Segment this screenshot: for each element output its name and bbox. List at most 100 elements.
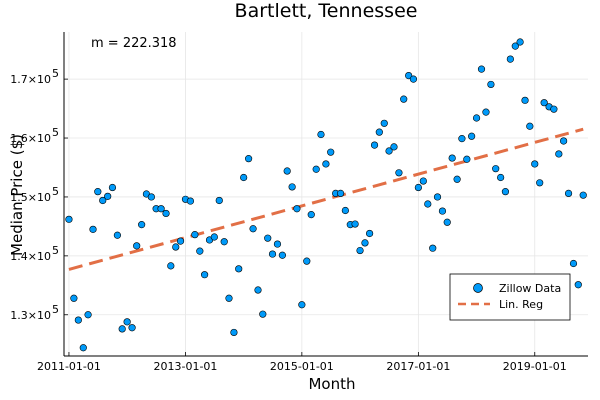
data-point bbox=[298, 301, 306, 309]
data-point bbox=[201, 271, 209, 279]
data-point bbox=[157, 205, 165, 213]
data-point bbox=[317, 130, 325, 139]
data-point bbox=[497, 173, 505, 182]
data-point bbox=[531, 160, 539, 168]
data-point bbox=[172, 243, 180, 251]
data-point bbox=[501, 188, 510, 196]
data-point bbox=[366, 229, 374, 238]
data-point bbox=[390, 143, 398, 151]
data-point bbox=[264, 234, 272, 242]
data-point bbox=[380, 119, 388, 127]
data-point bbox=[463, 155, 471, 163]
data-point bbox=[492, 165, 500, 173]
y-axis-title: Median Price ($) bbox=[8, 134, 26, 256]
data-point bbox=[196, 247, 204, 255]
data-point bbox=[453, 175, 461, 183]
data-point bbox=[186, 197, 195, 205]
data-point bbox=[322, 160, 330, 168]
slope-annotation: m = 222.318 bbox=[91, 36, 177, 51]
data-point bbox=[574, 281, 582, 289]
data-point bbox=[240, 173, 248, 182]
data-point bbox=[560, 137, 568, 145]
regression-line-layer bbox=[68, 127, 584, 271]
data-point bbox=[118, 325, 126, 333]
data-point bbox=[361, 239, 369, 247]
data-point bbox=[293, 205, 301, 213]
data-point bbox=[303, 257, 311, 265]
data-point bbox=[356, 246, 364, 255]
data-point bbox=[220, 238, 228, 246]
data-point bbox=[409, 75, 418, 83]
data-point bbox=[482, 108, 490, 116]
data-point bbox=[370, 141, 379, 149]
y-tick-exponent: 5 bbox=[52, 126, 59, 139]
x-tick-label: 2019-01-01 bbox=[503, 360, 567, 373]
data-point bbox=[487, 80, 495, 89]
data-point bbox=[108, 183, 117, 192]
data-point bbox=[79, 344, 87, 352]
data-point bbox=[385, 147, 393, 155]
axes: 2011-01-01 2013-01-01 2015-01-01 2017-01-01… bbox=[10, 32, 588, 373]
data-point bbox=[215, 196, 223, 205]
data-point bbox=[128, 324, 136, 332]
data-point bbox=[104, 192, 112, 200]
data-point bbox=[375, 128, 383, 136]
data-point bbox=[138, 221, 146, 229]
data-point bbox=[472, 114, 481, 122]
data-point bbox=[521, 96, 529, 104]
data-point bbox=[429, 244, 437, 252]
data-point bbox=[147, 193, 155, 201]
legend: Zillow Data Lin. Reg bbox=[449, 273, 571, 321]
data-point bbox=[259, 310, 267, 318]
data-point bbox=[225, 294, 233, 302]
x-tick-label: 2015-01-01 bbox=[270, 360, 334, 373]
legend-box bbox=[449, 273, 571, 321]
data-point bbox=[94, 188, 102, 196]
data-point bbox=[273, 240, 282, 248]
data-point bbox=[210, 233, 218, 241]
y-tick-label: 1.5×10 bbox=[10, 191, 51, 204]
data-point bbox=[419, 177, 427, 185]
y-tick-exponent: 5 bbox=[52, 244, 59, 257]
data-point bbox=[395, 169, 403, 177]
regression-line bbox=[68, 127, 584, 271]
data-point bbox=[526, 122, 534, 130]
data-point bbox=[113, 231, 122, 239]
data-point bbox=[564, 189, 573, 198]
data-point bbox=[506, 55, 514, 63]
data-point bbox=[89, 225, 97, 233]
data-point bbox=[283, 167, 291, 175]
y-tick-exponent: 5 bbox=[52, 185, 59, 198]
data-point bbox=[268, 250, 277, 258]
y-tick-exponent: 5 bbox=[52, 67, 59, 80]
data-point bbox=[336, 189, 345, 198]
data-point bbox=[307, 211, 315, 219]
data-point bbox=[458, 135, 466, 143]
data-point bbox=[65, 215, 73, 223]
x-tick-label: 2011-01-01 bbox=[37, 360, 101, 373]
data-point bbox=[540, 99, 548, 107]
data-point bbox=[555, 150, 563, 158]
data-point bbox=[477, 65, 486, 73]
legend-label-lin-reg: Lin. Reg bbox=[499, 298, 543, 311]
data-point bbox=[176, 237, 185, 245]
data-point bbox=[254, 286, 262, 294]
y-tick-label: 1.4×10 bbox=[10, 250, 51, 263]
legend-marker-zillow-data bbox=[473, 283, 483, 293]
data-point bbox=[550, 105, 558, 113]
x-axis-title: Month bbox=[308, 375, 355, 393]
data-point bbox=[70, 294, 78, 302]
y-tick-label: 1.6×10 bbox=[10, 132, 51, 145]
data-point bbox=[167, 262, 175, 270]
chart-title: Bartlett, Tennessee bbox=[235, 0, 418, 22]
data-point bbox=[74, 316, 82, 324]
data-point bbox=[438, 207, 447, 215]
data-point bbox=[191, 231, 199, 239]
data-point bbox=[84, 311, 92, 319]
data-point bbox=[516, 38, 524, 46]
scatter-points bbox=[65, 38, 587, 352]
data-point bbox=[327, 148, 335, 156]
data-point bbox=[99, 196, 107, 205]
data-point bbox=[536, 179, 544, 187]
